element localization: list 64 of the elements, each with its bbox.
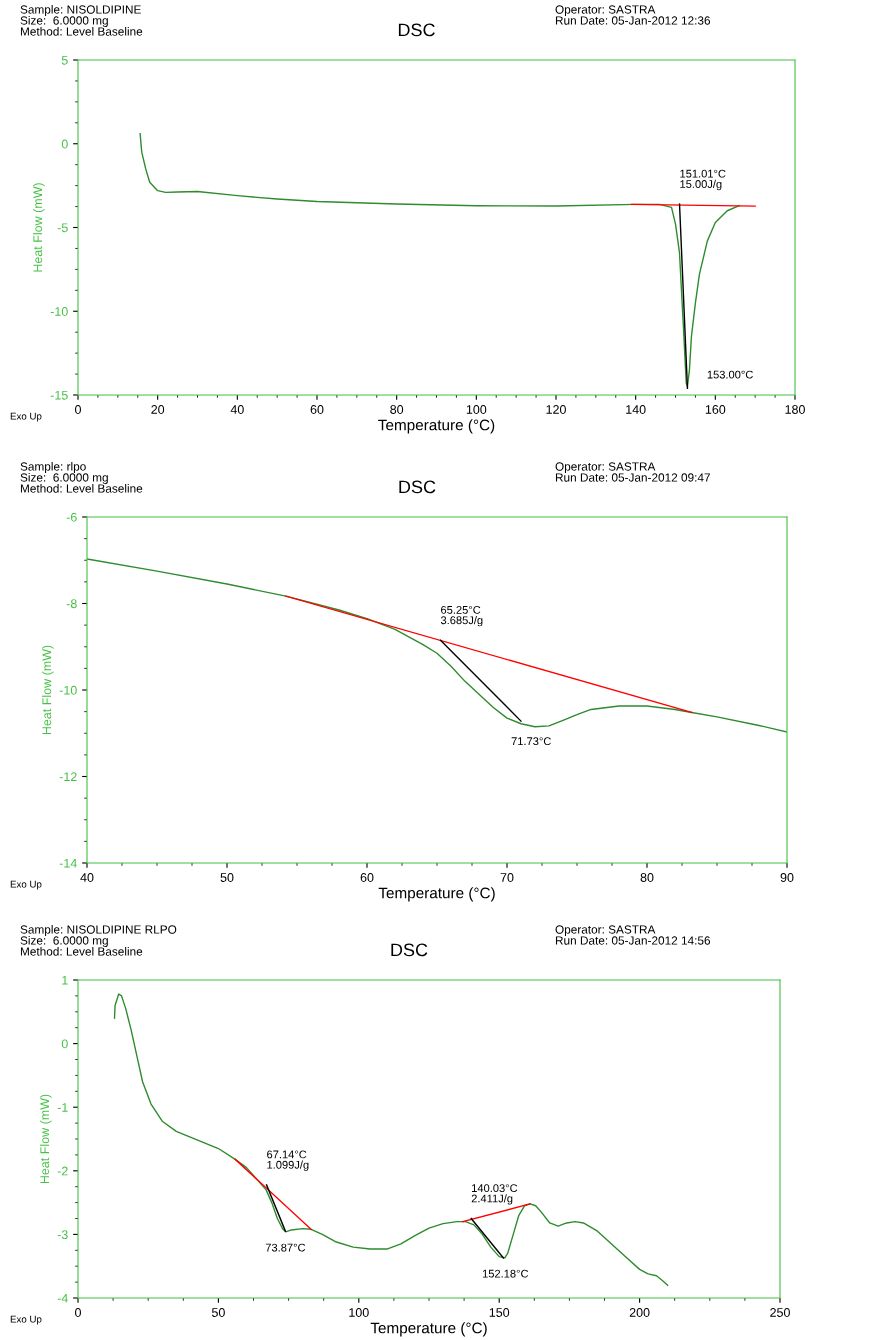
y-tick-label: -2 [57, 1166, 68, 1176]
text: Operator: SASTRA Run Date: 05-Jan-2012 09:47 [555, 462, 710, 482]
chart-title: DSC [399, 480, 436, 494]
y-axis-title: Heat Flow (mW) [33, 183, 45, 272]
x-axis-title: Temperature (°C) [370, 1322, 487, 1337]
y-tick-label: -14 [59, 858, 77, 868]
y-tick-label: -8 [66, 599, 77, 609]
y-tick-label: -1 [57, 1103, 68, 1112]
annotation: 67.14°C 1.099J/g [267, 1150, 309, 1171]
y-tick-label: -12 [59, 772, 77, 782]
x-axis-title: Temperature (°C) [378, 419, 495, 434]
chart-subtitle: Sample: rlpo Size: 6.0000 mg Method: Level Baseline [20, 462, 143, 493]
y-tick-label: -3 [57, 1230, 68, 1240]
x-tick-label: 100 [466, 405, 487, 414]
y-tick-label: 0 [61, 139, 68, 149]
line-series [87, 558, 787, 733]
x-tick-label: 180 [785, 405, 805, 414]
y-axis-title: Heat Flow (mW) [39, 1094, 52, 1184]
line-series [113, 993, 669, 1286]
annotation: 140.03°C 2.411J/g [471, 1184, 518, 1205]
x-tick-label: 140 [626, 405, 646, 414]
x-tick-label: 50 [220, 873, 234, 882]
y-tick-label: 0 [61, 1039, 68, 1049]
x-tick-label: 40 [80, 873, 94, 882]
text: Exo Up [10, 412, 42, 422]
chart-subtitle: Sample: NISOLDIPINE Size: 6.0000 mg Method: Level Baseline [20, 5, 143, 36]
y-tick-label: -10 [50, 307, 68, 316]
text: Exo Up [10, 880, 42, 890]
x-tick-label: 100 [349, 1308, 369, 1317]
y-tick-label: -6 [66, 512, 77, 522]
y-axis-title: Heat Flow (mW) [42, 645, 54, 735]
x-tick-label: 70 [500, 873, 514, 882]
x-tick-label: 160 [705, 405, 726, 414]
x-tick-label: 60 [360, 873, 374, 882]
annotation: 65.25°C 3.685J/g [440, 605, 483, 627]
y-tick-label: 5 [61, 55, 68, 65]
annotation: 153.00°C [707, 370, 753, 379]
x-tick-label: 80 [390, 405, 404, 414]
x-tick-label: 80 [640, 873, 654, 882]
x-tick-label: 40 [230, 405, 244, 414]
annotation: 73.87°C [265, 1243, 306, 1252]
x-tick-label: 200 [629, 1308, 650, 1317]
x-tick-label: 250 [770, 1308, 790, 1317]
annotation: 152.18°C [482, 1269, 529, 1278]
y-tick-label: -4 [57, 1293, 68, 1303]
x-tick-label: 50 [211, 1308, 225, 1317]
chart-title: DSC [398, 23, 435, 37]
annotation: 71.73°C [511, 737, 551, 746]
annotation: 151.01°C 15.00J/g [680, 169, 726, 191]
chart-subtitle: Sample: NISOLDIPINE RLPO Size: 6.0000 mg Method: Level Baseline [20, 925, 177, 956]
y-tick-label: 1 [62, 975, 68, 985]
x-tick-label: 120 [546, 405, 566, 414]
text: Operator: SASTRA Run Date: 05-Jan-2012 12:36 [555, 5, 711, 25]
x-tick-label: 90 [780, 873, 794, 882]
x-tick-label: 150 [489, 1308, 510, 1317]
text: Operator: SASTRA Run Date: 05-Jan-2012 14:56 [555, 925, 711, 945]
x-tick-label: 60 [310, 405, 324, 414]
text: Exo Up [10, 1315, 42, 1325]
chart-title: DSC [391, 943, 428, 957]
y-tick-label: -10 [59, 685, 77, 695]
y-tick-label: -5 [57, 223, 68, 233]
x-tick-label: 20 [151, 405, 165, 414]
y-tick-label: -15 [50, 390, 68, 400]
x-axis-title: Temperature (°C) [378, 887, 495, 902]
